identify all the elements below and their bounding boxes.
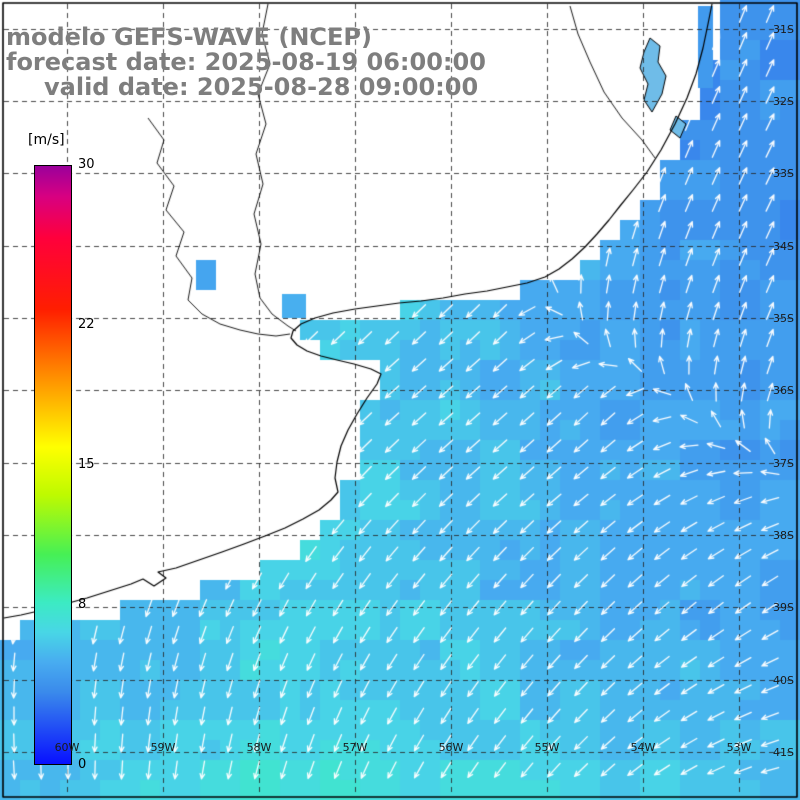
model-title: modelo GEFS-WAVE (NCEP) [6, 23, 372, 51]
latitude-label: 39S [773, 601, 794, 614]
longitude-label: 57W [342, 741, 368, 754]
colorbar-gradient [35, 166, 71, 764]
colorbar-tick-label: 8 [78, 597, 87, 612]
colorbar-unit-label: [m/s] [28, 132, 65, 148]
longitude-label: 56W [438, 741, 464, 754]
latitude-label: 38S [773, 529, 794, 542]
colorbar-tick-label: 22 [78, 317, 95, 332]
longitude-label: 54W [630, 741, 656, 754]
longitude-label: 59W [150, 741, 176, 754]
colorbar-tick-label: 15 [78, 457, 95, 472]
forecast-date: forecast date: 2025-08-19 06:00:00 [6, 48, 486, 76]
latitude-label: 37S [773, 457, 794, 470]
title-block: modelo GEFS-WAVE (NCEP) forecast date: 2… [6, 25, 486, 100]
latitude-label: 31S [773, 23, 794, 36]
latitude-label: 32S [773, 95, 794, 108]
latitude-label: 33S [773, 167, 794, 180]
valid-date: valid date: 2025-08-28 09:00:00 [44, 73, 479, 101]
longitude-label: 53W [726, 741, 752, 754]
latitude-label: 36S [773, 384, 794, 397]
colorbar-tick-label: 0 [78, 757, 87, 772]
longitude-label: 55W [534, 741, 560, 754]
latitude-label: 41S [773, 746, 794, 759]
latitude-label: 35S [773, 312, 794, 325]
colorbar-tick-label: 30 [78, 157, 95, 172]
longitude-label: 60W [54, 741, 80, 754]
latitude-label: 40S [773, 674, 794, 687]
colorbar [34, 165, 72, 765]
longitude-label: 58W [246, 741, 272, 754]
latitude-label: 34S [773, 240, 794, 253]
